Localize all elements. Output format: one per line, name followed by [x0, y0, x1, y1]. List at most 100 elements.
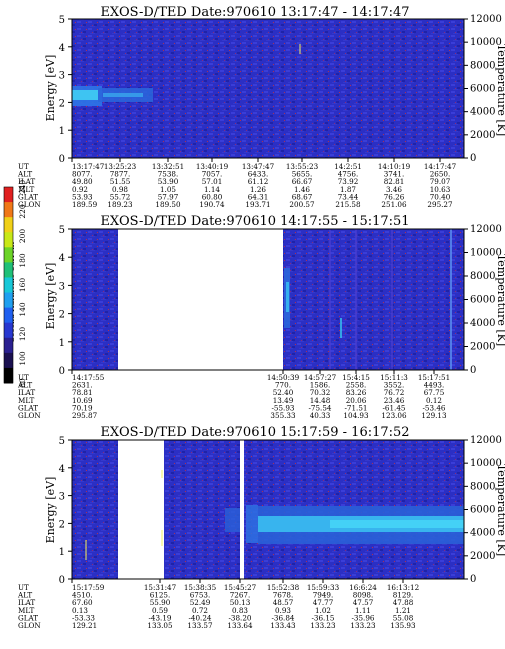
table-row-label: ALT — [17, 381, 32, 390]
table-cell: -38.20 — [228, 613, 251, 622]
table-cell: 129.13 — [421, 411, 447, 420]
table-row-label: GLAT — [18, 192, 38, 201]
table-cell: 133.43 — [270, 621, 296, 630]
table-cell: 1586. — [310, 381, 331, 390]
energy-tick-label: 1 — [59, 547, 65, 558]
table-cell: 53.90 — [158, 177, 179, 186]
table-cell: 14:2:51 — [334, 162, 362, 171]
table-cell: 13:17:47 — [72, 162, 105, 171]
table-cell: 6753. — [190, 591, 211, 600]
table-cell: 73.92 — [338, 177, 359, 186]
table-cell: 13:32:51 — [152, 162, 184, 171]
energy-tick-label: 4 — [59, 43, 65, 54]
table-cell: 15:52:38 — [267, 583, 300, 592]
table-cell: 16:6:24 — [349, 583, 377, 592]
table-cell: 129.21 — [72, 621, 97, 630]
table-cell: 14:17:47 — [424, 162, 457, 171]
table-cell: 15:59:33 — [307, 583, 340, 592]
panel-3-gap-1 — [118, 440, 164, 579]
table-cell: 20.06 — [346, 396, 367, 405]
temperature-tick-label: 4000 — [470, 318, 495, 329]
energy-tick-label: 3 — [59, 492, 65, 503]
panel-3-ylabel: Energy [eV] — [44, 477, 57, 544]
colorbar-tick-label: 200 — [18, 229, 27, 244]
colorbar-swatch — [4, 217, 13, 233]
colorbar-swatch — [4, 187, 13, 203]
table-cell: 770. — [275, 381, 291, 390]
table-cell: 0.13 — [72, 606, 88, 615]
table-cell: 135.93 — [390, 621, 416, 630]
energy-tick-label: 1 — [59, 338, 65, 349]
table-cell: 64.31 — [248, 192, 269, 201]
energy-tick-label: 5 — [59, 15, 65, 26]
colorbar-swatch — [4, 322, 13, 339]
table-row-label: MLT — [18, 396, 35, 405]
table-cell: 0.83 — [232, 606, 248, 615]
colorbar-tick-label: 220 — [18, 204, 27, 219]
table-cell: 133.64 — [227, 621, 253, 630]
table-cell: 57.97 — [158, 192, 179, 201]
panel-3-band-highlight — [330, 520, 464, 528]
table-row-label: ALT — [17, 591, 32, 600]
temperature-tick-label: 4000 — [470, 107, 495, 118]
temperature-tick-label: 10000 — [470, 37, 502, 48]
panel-1-title: EXOS-D/TED Date:970610 13:17:47 - 14:17:… — [100, 5, 409, 20]
panel-2-burst-2 — [286, 282, 289, 312]
table-row-label: ILAT — [18, 598, 35, 607]
table-cell: 1.46 — [294, 185, 310, 194]
panel-2-plot — [71, 228, 465, 371]
colorbar-swatch — [4, 292, 13, 309]
table-cell: 0.93 — [275, 606, 291, 615]
table-cell: 133.23 — [310, 621, 336, 630]
table-cell: 70.19 — [72, 403, 93, 412]
table-row-label: UT — [18, 583, 29, 592]
table-cell: 15:17:51 — [418, 373, 450, 382]
table-cell: 3552. — [384, 381, 405, 390]
table-cell: 1.02 — [315, 606, 331, 615]
colorbar-tick-label: 180 — [18, 253, 27, 268]
table-cell: -55.93 — [271, 403, 294, 412]
table-cell: 7877. — [110, 170, 131, 179]
table-cell: 49.80 — [72, 177, 93, 186]
table-cell: 8129. — [393, 591, 414, 600]
temperature-tick-label: 0 — [470, 153, 476, 164]
table-cell: 60.80 — [202, 192, 223, 201]
panel-3: EXOS-D/TED Date:970610 15:17:59 - 16:17:… — [17, 425, 505, 630]
table-cell: 1.11 — [355, 606, 371, 615]
table-row-label: MLT — [18, 185, 35, 194]
table-cell: 0.92 — [72, 185, 88, 194]
table-row-label: GLAT — [18, 613, 38, 622]
table-cell: 67.75 — [424, 388, 445, 397]
table-cell: 2558. — [346, 381, 367, 390]
table-cell: 50.13 — [230, 598, 251, 607]
temperature-tick-label: 10000 — [470, 248, 502, 259]
colorbar-swatch — [4, 367, 13, 384]
table-cell: 83.26 — [346, 388, 367, 397]
table-cell: 4510. — [72, 591, 93, 600]
table-cell: 57.01 — [202, 177, 223, 186]
table-cell: 1.21 — [395, 606, 411, 615]
table-cell: 15:45:27 — [224, 583, 257, 592]
table-cell: 193.71 — [245, 200, 270, 209]
panel-1-ticks: 0 1 2 3 4 5 0 2000 4000 6000 8000 10000 12000 — [59, 14, 502, 165]
table-cell: 7678. — [273, 591, 294, 600]
table-cell: -71.51 — [344, 403, 367, 412]
colorbar-tick-label: 120 — [18, 327, 27, 342]
table-cell: 0.72 — [192, 606, 208, 615]
energy-tick-label: 1 — [59, 126, 65, 137]
table-cell: 3.46 — [386, 185, 402, 194]
table-cell: 189.23 — [107, 200, 133, 209]
panel-2-y2label: Temperature [K] — [495, 254, 505, 346]
table-row-label: MLT — [18, 606, 35, 615]
panel-3-y2label: Temperature [K] — [495, 464, 505, 556]
table-row-label: GLAT — [18, 403, 38, 412]
panel-3-transition-1 — [225, 508, 240, 532]
temperature-tick-label: 12000 — [470, 224, 502, 235]
table-cell: 4756. — [338, 170, 359, 179]
colorbar-frame — [3, 186, 14, 384]
colorbar-swatch — [4, 202, 13, 218]
table-cell: 47.77 — [313, 598, 334, 607]
temperature-tick-label: 4000 — [470, 528, 495, 539]
panel-3-title: EXOS-D/TED Date:970610 15:17:59 - 16:17:… — [100, 425, 409, 440]
table-cell: 2650. — [430, 170, 451, 179]
